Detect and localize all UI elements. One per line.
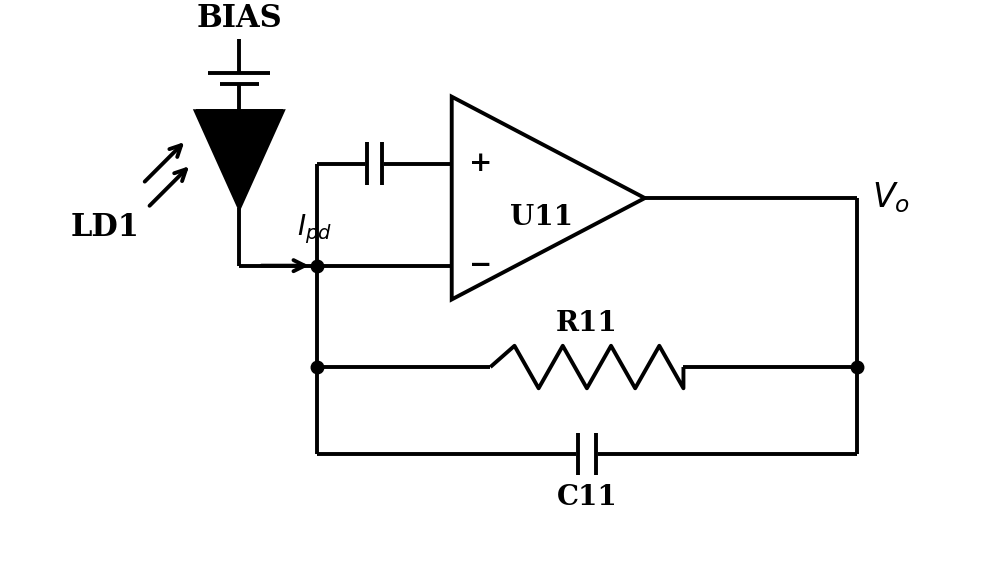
Text: −: − <box>469 252 492 279</box>
Text: R11: R11 <box>556 310 618 337</box>
Text: BIAS: BIAS <box>196 3 282 34</box>
Text: $I_{pd}$: $I_{pd}$ <box>297 212 332 246</box>
Text: U11: U11 <box>510 204 573 231</box>
Text: $V_o$: $V_o$ <box>872 180 910 215</box>
Text: C11: C11 <box>557 484 617 511</box>
Text: LD1: LD1 <box>70 212 139 243</box>
Text: +: + <box>469 150 492 177</box>
Polygon shape <box>196 111 283 208</box>
Polygon shape <box>452 96 645 299</box>
